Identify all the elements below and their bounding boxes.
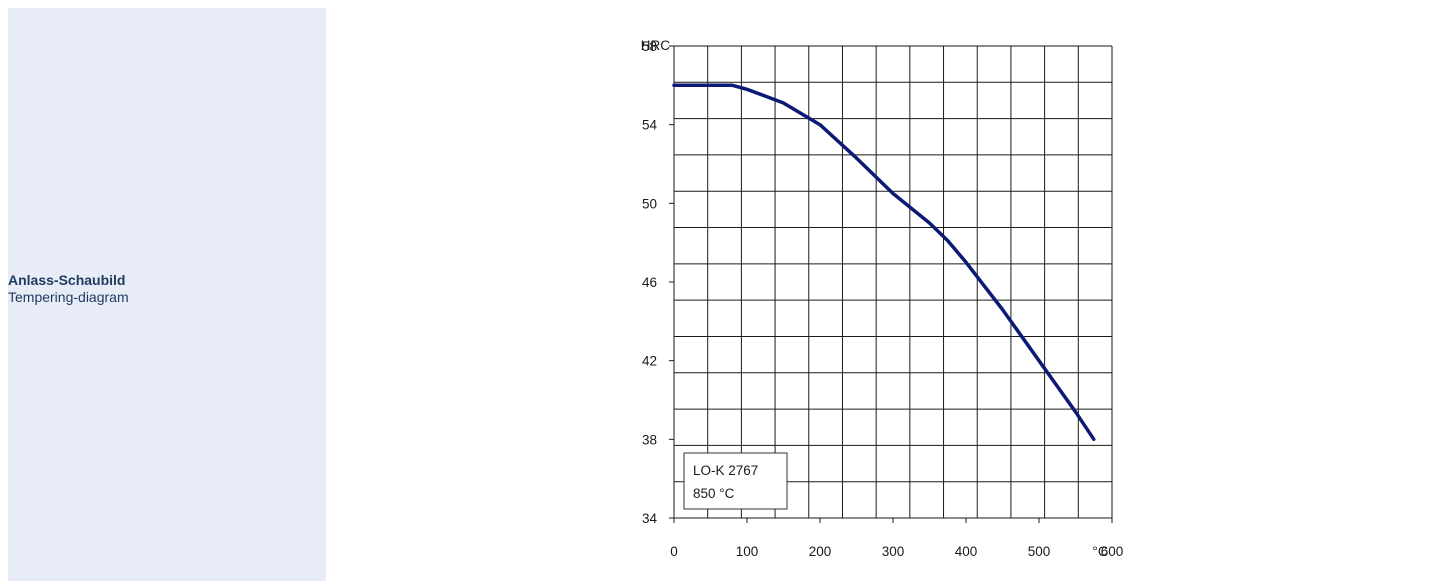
y-tick-label: 58 xyxy=(642,39,657,54)
legend: LO-K 2767 850 °C xyxy=(683,452,788,510)
x-axis-label: °C xyxy=(1092,544,1107,559)
legend-entry-temperature: 850 °C xyxy=(693,486,735,501)
curve-layer xyxy=(672,83,1096,442)
x-tick-label: 500 xyxy=(1028,544,1051,559)
y-axis-label: HRC xyxy=(641,38,670,53)
y-tick-label: 42 xyxy=(642,354,657,369)
legend-frame xyxy=(683,452,788,510)
x-tick-label: 200 xyxy=(809,544,832,559)
y-tick-label: 50 xyxy=(642,196,657,211)
series-line xyxy=(672,83,1096,442)
y-tick-label: 54 xyxy=(642,118,658,133)
y-tick-label: 46 xyxy=(642,275,657,290)
legend-entry-material: LO-K 2767 xyxy=(693,463,758,478)
chart-subtitle: Tempering-diagram xyxy=(8,289,129,305)
x-tick-label: 0 xyxy=(670,544,678,559)
y-tick-label: 38 xyxy=(642,432,657,447)
x-tick-label: 400 xyxy=(955,544,978,559)
y-tick-label: 34 xyxy=(642,511,658,526)
x-tick-label: 100 xyxy=(736,544,759,559)
tick-label-layer: 34 38 42 46 50 54 58 0 100 200 300 400 500 600 xyxy=(642,39,1123,559)
sidebar-panel: Anlass-Schaubild Tempering-diagram xyxy=(8,8,326,581)
x-tick-label: 600 xyxy=(1101,544,1124,559)
x-tick-label: 300 xyxy=(882,544,905,559)
chart-title: Anlass-Schaubild xyxy=(8,272,126,288)
grid-layer xyxy=(669,45,1113,523)
